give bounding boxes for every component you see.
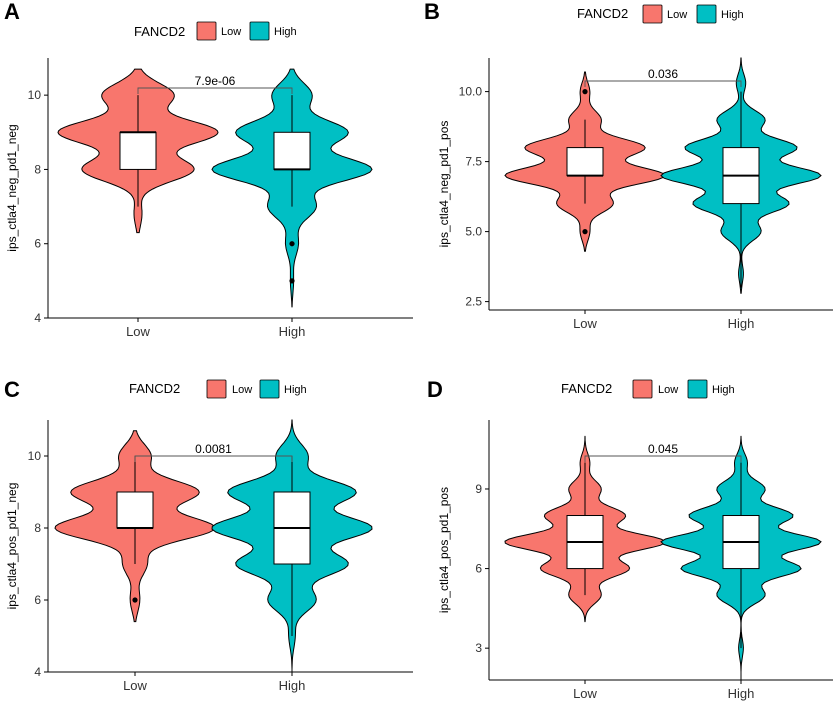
outlier-point (582, 229, 588, 235)
y-axis-label: ips_ctla4_neg_pd1_neg (5, 124, 19, 251)
legend-swatch-low (642, 4, 663, 24)
y-tick-label: 7.5 (465, 155, 482, 169)
box-low (566, 147, 604, 177)
significance-bracket (584, 80, 742, 87)
legend-label-low: Low (221, 26, 241, 38)
y-axis-label: ips_ctla4_neg_pd1_pos (437, 121, 451, 248)
y-tick-label: 4 (34, 665, 41, 679)
y-tick-label: 10 (28, 88, 42, 102)
legend-swatch-high (249, 21, 270, 41)
x-tick-label: Low (573, 316, 597, 331)
x-tick-label: High (728, 316, 755, 331)
panel-b: B FANCD2 Low High 2.5 5.0 7.5 10.0 Low High ip… (424, 0, 833, 331)
box-low (119, 131, 157, 170)
y-axis-label: ips_ctla4_pos_pd1_neg (5, 483, 19, 610)
box-low (116, 491, 154, 529)
legend-label-low: Low (232, 384, 252, 396)
panel-letter-a: A (4, 0, 20, 24)
legend-c: FANCD2 Low High (129, 379, 307, 399)
panel-d: D FANCD2 Low High 3 6 9 Low High ips_ctla4_po… (427, 377, 833, 701)
y-tick-label: 9 (475, 482, 482, 496)
legend-swatch-low (206, 379, 227, 399)
legend-title: FANCD2 (561, 381, 612, 396)
panel-letter-d: D (427, 377, 443, 402)
plot-a: 4 6 8 10 Low High ips_ctla4_neg_pd1_neg 7.9e-06 (5, 58, 413, 339)
x-tick-label: High (728, 686, 755, 701)
panel-c: C FANCD2 Low High 4 6 8 10 Low High ips_ctla4_… (4, 377, 413, 693)
plot-d: 3 6 9 Low High ips_ctla4_pos_pd1_pos 0.045 (437, 420, 833, 701)
legend-title: FANCD2 (129, 381, 180, 396)
plot-c: 4 6 8 10 Low High ips_ctla4_pos_pd1_neg 0.0081 (5, 419, 413, 693)
legend-d: FANCD2 Low High (561, 379, 735, 399)
significance-bracket (134, 455, 293, 462)
legend-label-low: Low (667, 9, 687, 21)
panel-a: A FANCD2 Low High 4 6 8 10 Low High ips_ctla4_… (4, 0, 413, 339)
legend-swatch-high (259, 379, 280, 399)
y-tick-label: 6 (34, 237, 41, 251)
x-tick-label: High (279, 324, 306, 339)
outlier-point (132, 597, 138, 603)
box-high (273, 131, 311, 170)
legend-label-high: High (284, 384, 307, 396)
legend-swatch-low (632, 379, 653, 399)
y-tick-label: 10.0 (459, 85, 483, 99)
p-value-label: 7.9e-06 (195, 74, 236, 88)
outlier-point (289, 241, 295, 247)
legend-a: FANCD2 Low High (134, 21, 297, 41)
y-tick-label: 4 (34, 311, 41, 325)
significance-bracket (584, 455, 742, 462)
y-tick-label: 3 (475, 641, 482, 655)
p-value-label: 0.0081 (195, 442, 232, 456)
y-tick-label: 10 (28, 449, 42, 463)
x-tick-label: High (279, 678, 306, 693)
y-tick-label: 6 (34, 593, 41, 607)
legend-label-high: High (712, 384, 735, 396)
legend-title: FANCD2 (577, 6, 628, 21)
legend-title: FANCD2 (134, 24, 185, 39)
x-tick-label: Low (126, 324, 150, 339)
y-tick-label: 5.0 (465, 225, 482, 239)
panel-letter-b: B (424, 0, 440, 24)
legend-swatch-low (196, 21, 217, 41)
y-tick-label: 6 (475, 562, 482, 576)
legend-swatch-high (696, 4, 717, 24)
x-tick-label: Low (123, 678, 147, 693)
x-tick-label: Low (573, 686, 597, 701)
legend-swatch-high (687, 379, 708, 399)
outlier-point (289, 278, 295, 284)
plot-b: 2.5 5.0 7.5 10.0 Low High ips_ctla4_neg_pd1_po… (437, 57, 833, 331)
p-value-label: 0.036 (648, 67, 678, 81)
legend-label-high: High (274, 26, 297, 38)
legend-label-high: High (721, 9, 744, 21)
legend-b: FANCD2 Low High (577, 4, 744, 24)
legend-label-low: Low (658, 384, 678, 396)
panel-letter-c: C (4, 377, 20, 402)
significance-bracket (137, 87, 293, 94)
y-axis-label: ips_ctla4_pos_pd1_pos (437, 487, 451, 613)
y-tick-label: 8 (34, 521, 41, 535)
y-tick-label: 2.5 (465, 295, 482, 309)
outlier-point (582, 89, 588, 95)
y-tick-label: 8 (34, 162, 41, 176)
p-value-label: 0.045 (648, 442, 678, 456)
